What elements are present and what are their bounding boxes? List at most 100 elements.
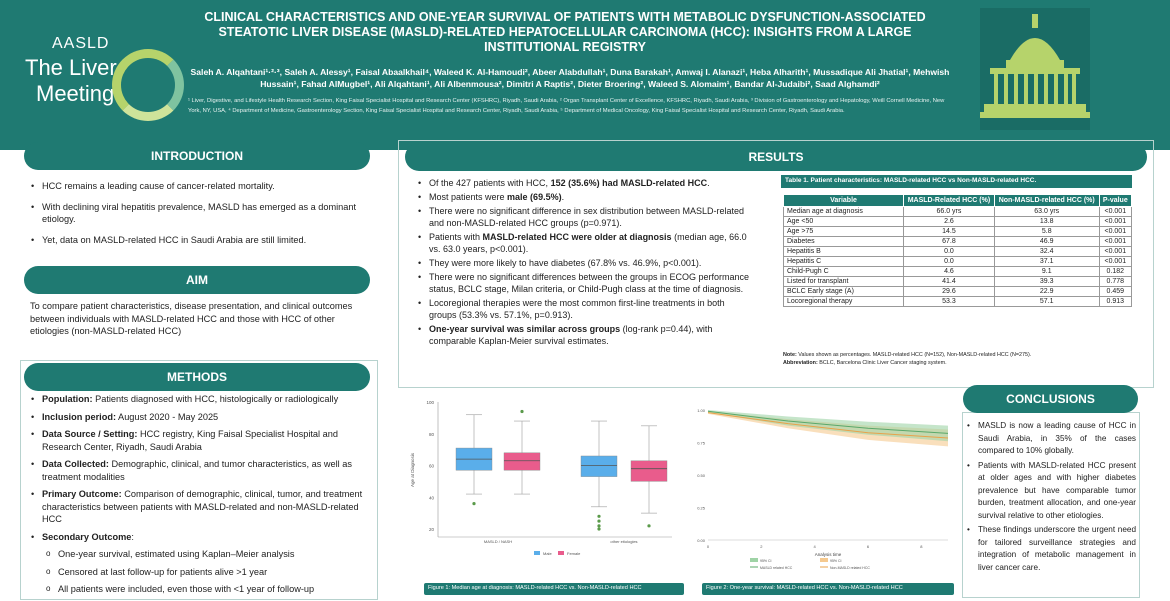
legend-label: 95% CI [760, 559, 772, 563]
conclusions-heading: CONCLUSIONS [963, 385, 1138, 413]
conclusion-item: Patients with MASLD-related HCC present … [966, 460, 1136, 523]
km-survival-chart: 1.00 0.75 0.50 0.25 0.000 2 4 6 8 Analysis time 95… [697, 408, 949, 570]
x-tick-label: 4 [814, 544, 817, 549]
table-cell: <0.001 [1098, 206, 1133, 217]
y-tick-label: 0.25 [697, 506, 706, 511]
table-cell: 67.8 [903, 236, 995, 247]
legend-swatch-ci-masld [750, 558, 758, 562]
table-cell: 0.778 [1098, 276, 1133, 287]
table-cell: 41.4 [903, 276, 995, 287]
table-caption: Table 1. Patient characteristics: MASLD-… [781, 175, 1132, 188]
results-list: Of the 427 patients with HCC, 152 (35.6%… [417, 177, 752, 349]
table-row: Diabetes 67.8 46.9 <0.001 [783, 236, 1133, 247]
x-axis-label: Analysis time [815, 552, 842, 557]
survival-line-non-masld [707, 412, 949, 439]
x-tick-label: other etiologies [610, 539, 637, 544]
table-cell: <0.001 [1098, 236, 1133, 247]
methods-secondary: Secondary Outcome: [30, 531, 368, 544]
table-cell: 0.0 [903, 246, 995, 257]
table-cell: 37.1 [993, 256, 1100, 267]
result-item: Patients with MASLD-related HCC were old… [417, 231, 752, 255]
y-axis-label: Age at Diagnosis [410, 452, 415, 487]
legend-label: 95% CI [830, 559, 842, 563]
table-cell: Child-Pugh C [783, 266, 904, 277]
y-tick-label: 80 [429, 432, 435, 437]
y-tick-label: 1.00 [697, 408, 706, 413]
methods-primary: Primary Outcome: Comparison of demograph… [30, 488, 368, 526]
intro-item: HCC remains a leading cause of cancer-re… [30, 180, 360, 193]
legend-swatch-female [558, 551, 564, 555]
table-cell: Age >75 [783, 226, 904, 237]
x-tick-label: MASLD / NASH [484, 539, 512, 544]
table-header-cell: MASLD-Related HCC (%) [903, 194, 995, 207]
methods-sub: Censored at last follow-up for patients … [30, 566, 368, 579]
result-item: They were more likely to have diabetes (… [417, 257, 752, 269]
legend-label: Non-MASLD related HCC [830, 566, 870, 570]
logo-org: AASLD [52, 35, 110, 52]
table-cell: Diabetes [783, 236, 904, 247]
ci-band-masld [708, 410, 948, 442]
logo-line2: Meeting [36, 81, 115, 106]
table-row: Age <50 2.6 13.8 <0.001 [783, 216, 1133, 227]
result-item: Most patients were male (69.5%). [417, 191, 752, 203]
table-cell: 32.4 [993, 246, 1100, 257]
y-tick-label: 60 [429, 464, 435, 469]
table-cell: Hepatitis C [783, 256, 904, 267]
legend-label: Female [567, 551, 581, 556]
outlier-point [647, 524, 651, 528]
table-cell: 53.3 [903, 296, 995, 307]
methods-period: Inclusion period: August 2020 - May 2025 [30, 411, 368, 424]
legend-label: MASLD related HCC [760, 566, 793, 570]
figure-2: 1.00 0.75 0.50 0.25 0.00 0 2 4 6 8 Analysis time 95… [690, 392, 955, 582]
table-header-cell: Variable [783, 194, 904, 207]
x-tick-label: 6 [867, 544, 870, 549]
logo-line1: The Liver [25, 55, 117, 80]
table-row: Locoregional therapy 53.3 57.1 0.913 [783, 296, 1133, 307]
table-row: Hepatitis C 0.0 37.1 <0.001 [783, 256, 1133, 267]
intro-item: With declining viral hepatitis prevalenc… [30, 201, 360, 226]
y-tick-label: 0.75 [697, 441, 706, 446]
poster-authors: Saleh A. Alqahtani¹·²·³, Saleh A. Alessy… [190, 67, 950, 89]
conclusion-item: These findings underscore the urgent nee… [966, 524, 1136, 574]
outlier-point [520, 409, 524, 414]
table-header-cell: P-value [1098, 194, 1133, 207]
result-item: Locoregional therapies were the most com… [417, 297, 752, 321]
methods-sub: One-year survival, estimated using Kapla… [30, 548, 368, 561]
conclusions-list: MASLD is now a leading cause of HCC in S… [966, 420, 1136, 576]
table-cell: 46.9 [993, 236, 1100, 247]
aim-heading: AIM [24, 266, 370, 294]
table-cell: 63.0 yrs [993, 206, 1100, 217]
table-cell: Median age at diagnosis [783, 206, 904, 217]
table-cell: <0.001 [1098, 216, 1133, 227]
poster-affiliations: ¹ Liver, Digestive, and Lifestyle Health… [188, 98, 945, 114]
poster-header: AASLD The Liver Meeting CLINICAL CHARACT… [0, 0, 1170, 150]
table-cell: 14.5 [903, 226, 995, 237]
methods-list: Population: Patients diagnosed with HCC,… [30, 393, 368, 601]
intro-item: Yet, data on MASLD-related HCC in Saudi … [30, 234, 360, 247]
capitol-building-icon [980, 8, 1090, 130]
result-item: Of the 427 patients with HCC, 152 (35.6%… [417, 177, 752, 189]
methods-collected: Data Collected: Demographic, clinical, a… [30, 458, 368, 483]
x-tick-label: 2 [760, 544, 763, 549]
figure-1-caption: Figure 1: Median age at diagnosis: MASLD… [424, 583, 684, 595]
table-cell: 0.182 [1098, 266, 1133, 277]
table-row: Median age at diagnosis 66.0 yrs 63.0 yrs <… [783, 206, 1133, 217]
methods-sub: All patients were included, even those w… [30, 583, 368, 596]
table-cell: 57.1 [993, 296, 1100, 307]
aim-text: To compare patient characteristics, dise… [30, 301, 353, 336]
legend-swatch-male [534, 551, 540, 555]
table-cell: 4.6 [903, 266, 995, 277]
table-cell: 0.459 [1098, 286, 1133, 297]
x-tick-label: 0 [707, 544, 710, 549]
survival-line-masld [707, 410, 949, 434]
outlier-point [597, 524, 601, 528]
table-cell: Hepatitis B [783, 246, 904, 257]
table-cell: 39.3 [993, 276, 1100, 287]
table-cell: Listed for transplant [783, 276, 904, 287]
y-tick-label: 0.50 [697, 473, 706, 478]
intro-list: HCC remains a leading cause of cancer-re… [30, 180, 360, 251]
outlier-point [472, 502, 476, 506]
table-row: Child-Pugh C 4.6 9.1 0.182 [783, 266, 1133, 277]
table-cell: <0.001 [1098, 226, 1133, 237]
table-cell: 2.6 [903, 216, 995, 227]
